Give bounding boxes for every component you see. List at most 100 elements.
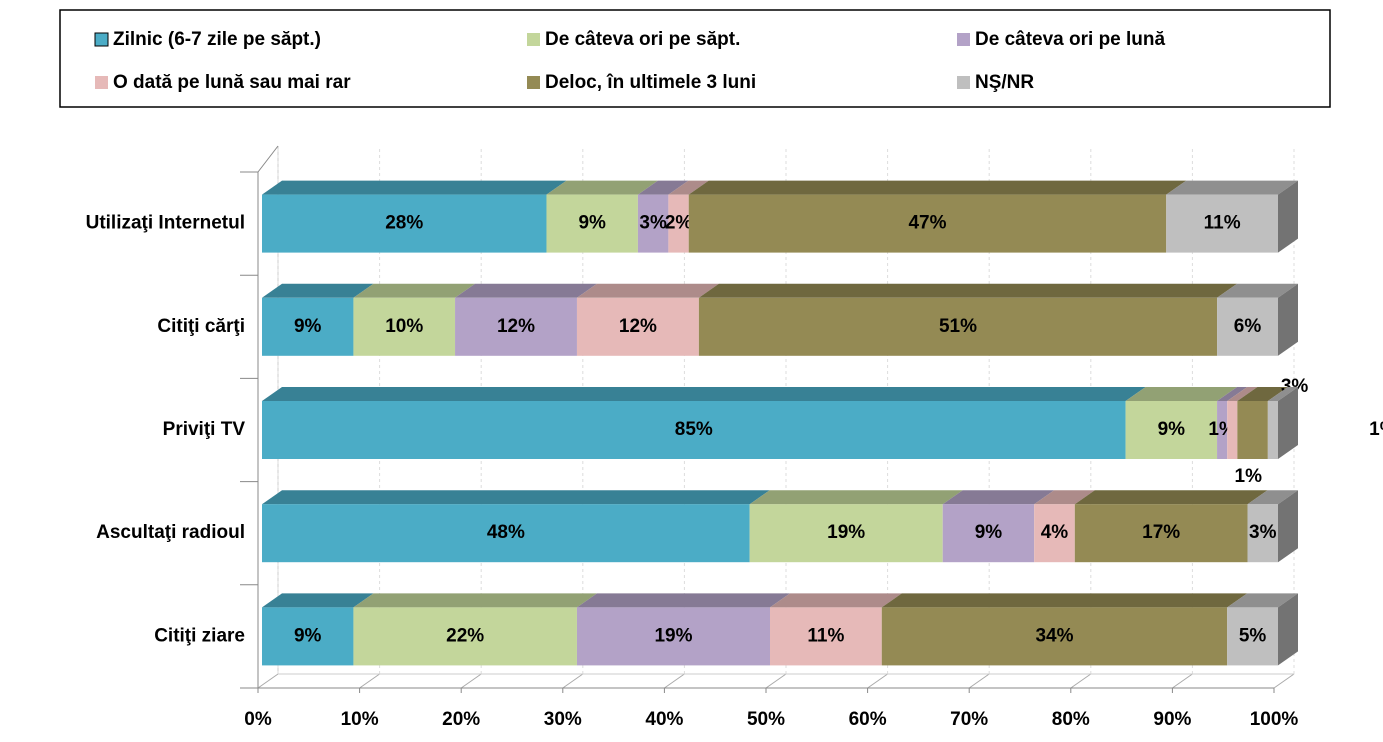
bar-top: [576, 593, 790, 608]
bar-top: [1227, 387, 1258, 401]
floor-grid: [1273, 673, 1295, 689]
bar-top: [1267, 387, 1298, 401]
floor-grid: [460, 673, 482, 689]
bar-side: [1278, 593, 1298, 666]
bar-top: [1247, 490, 1298, 505]
bar: [455, 297, 577, 356]
x-tick-label: 40%: [645, 709, 683, 730]
floor-grid: [257, 673, 279, 689]
legend-swatch: [527, 33, 540, 46]
value-label: 6%: [1234, 316, 1262, 337]
bar-top: [942, 490, 1055, 505]
x-tick-label: 50%: [747, 709, 785, 730]
bar: [1217, 401, 1228, 459]
x-tick-label: 20%: [442, 709, 480, 730]
floor-grid: [968, 673, 990, 689]
bar: [262, 194, 547, 253]
value-label: 1%: [1369, 419, 1383, 440]
value-label: 22%: [446, 625, 484, 646]
value-label: 19%: [827, 522, 865, 543]
value-label: 2%: [665, 213, 693, 234]
bar-top: [881, 593, 1248, 608]
floor-grid: [664, 673, 685, 689]
bar: [576, 297, 699, 356]
category-label: Citiţi ziare: [154, 625, 245, 646]
category-label: Ascultaţi radioul: [96, 522, 245, 543]
bar: [668, 194, 689, 253]
value-label: 12%: [619, 316, 657, 337]
bar: [1217, 297, 1278, 356]
bar: [637, 194, 669, 253]
bar: [1034, 504, 1075, 563]
bar-top: [637, 180, 689, 195]
bar: [1247, 504, 1278, 563]
bar-top: [1217, 283, 1298, 298]
bar-top: [262, 283, 374, 298]
value-label: 48%: [487, 522, 525, 543]
bar: [353, 297, 456, 356]
bar-side: [1278, 283, 1298, 356]
bar-side: [1278, 387, 1298, 459]
bar: [688, 194, 1167, 253]
bar: [546, 194, 638, 253]
x-tick-label: 10%: [341, 709, 379, 730]
legend-label: O dată pe lună sau mai rar: [113, 72, 351, 93]
bar-top: [668, 180, 709, 195]
category-label: Citiţi cărţi: [157, 316, 245, 337]
x-tick-label: 0%: [244, 709, 272, 730]
bar-top: [353, 283, 476, 298]
legend-swatch: [94, 32, 109, 47]
bar-top: [698, 283, 1238, 298]
floor-grid: [359, 673, 380, 689]
legend-swatch: [527, 76, 540, 89]
bar: [262, 297, 354, 356]
bar: [1237, 401, 1268, 459]
value-label: 34%: [1035, 625, 1073, 646]
value-label: 9%: [1158, 419, 1186, 440]
x-tick-label: 30%: [544, 709, 582, 730]
value-label: 51%: [939, 316, 977, 337]
bar: [881, 607, 1228, 666]
legend-label: Zilnic (6-7 zile pe săpt.): [113, 29, 321, 50]
value-label: 10%: [385, 316, 423, 337]
legend-label: Deloc, în ultimele 3 luni: [545, 72, 756, 93]
bar: [1074, 504, 1248, 563]
bar-top: [1217, 387, 1248, 401]
bar-top: [546, 180, 658, 195]
bar-top: [1227, 593, 1298, 608]
bar: [1267, 401, 1278, 459]
x-tick-label: 90%: [1153, 709, 1191, 730]
value-label: 47%: [908, 213, 946, 234]
bar: [1125, 401, 1218, 459]
x-tick-label: 60%: [849, 709, 887, 730]
legend-swatch: [95, 76, 108, 89]
value-label: 9%: [294, 316, 322, 337]
bar-top: [262, 490, 770, 505]
value-label: 11%: [807, 625, 844, 646]
value-label: 5%: [1239, 625, 1267, 646]
bar-top: [688, 180, 1187, 195]
value-label: 9%: [578, 213, 606, 234]
floor-grid: [562, 673, 584, 689]
value-label: 17%: [1142, 522, 1180, 543]
bar: [1227, 401, 1238, 459]
bar-top: [1125, 387, 1238, 401]
x-tick-label: 80%: [1052, 709, 1090, 730]
x-tick-label: 70%: [950, 709, 988, 730]
bar-side: [1278, 490, 1298, 563]
value-label: 4%: [1041, 522, 1069, 543]
bar-top: [1074, 490, 1268, 505]
bar: [262, 504, 750, 563]
bar-top: [1237, 387, 1288, 401]
bar-top: [1166, 180, 1298, 195]
bar-top: [262, 593, 374, 608]
y-axis-top: [257, 145, 279, 173]
value-label: 1%: [1235, 466, 1263, 487]
legend-swatch: [957, 76, 970, 89]
legend-swatch: [957, 33, 970, 46]
bar: [1166, 194, 1278, 253]
bar-top: [749, 490, 963, 505]
bar-top: [455, 283, 597, 298]
legend-label: De câteva ori pe lună: [975, 29, 1166, 50]
